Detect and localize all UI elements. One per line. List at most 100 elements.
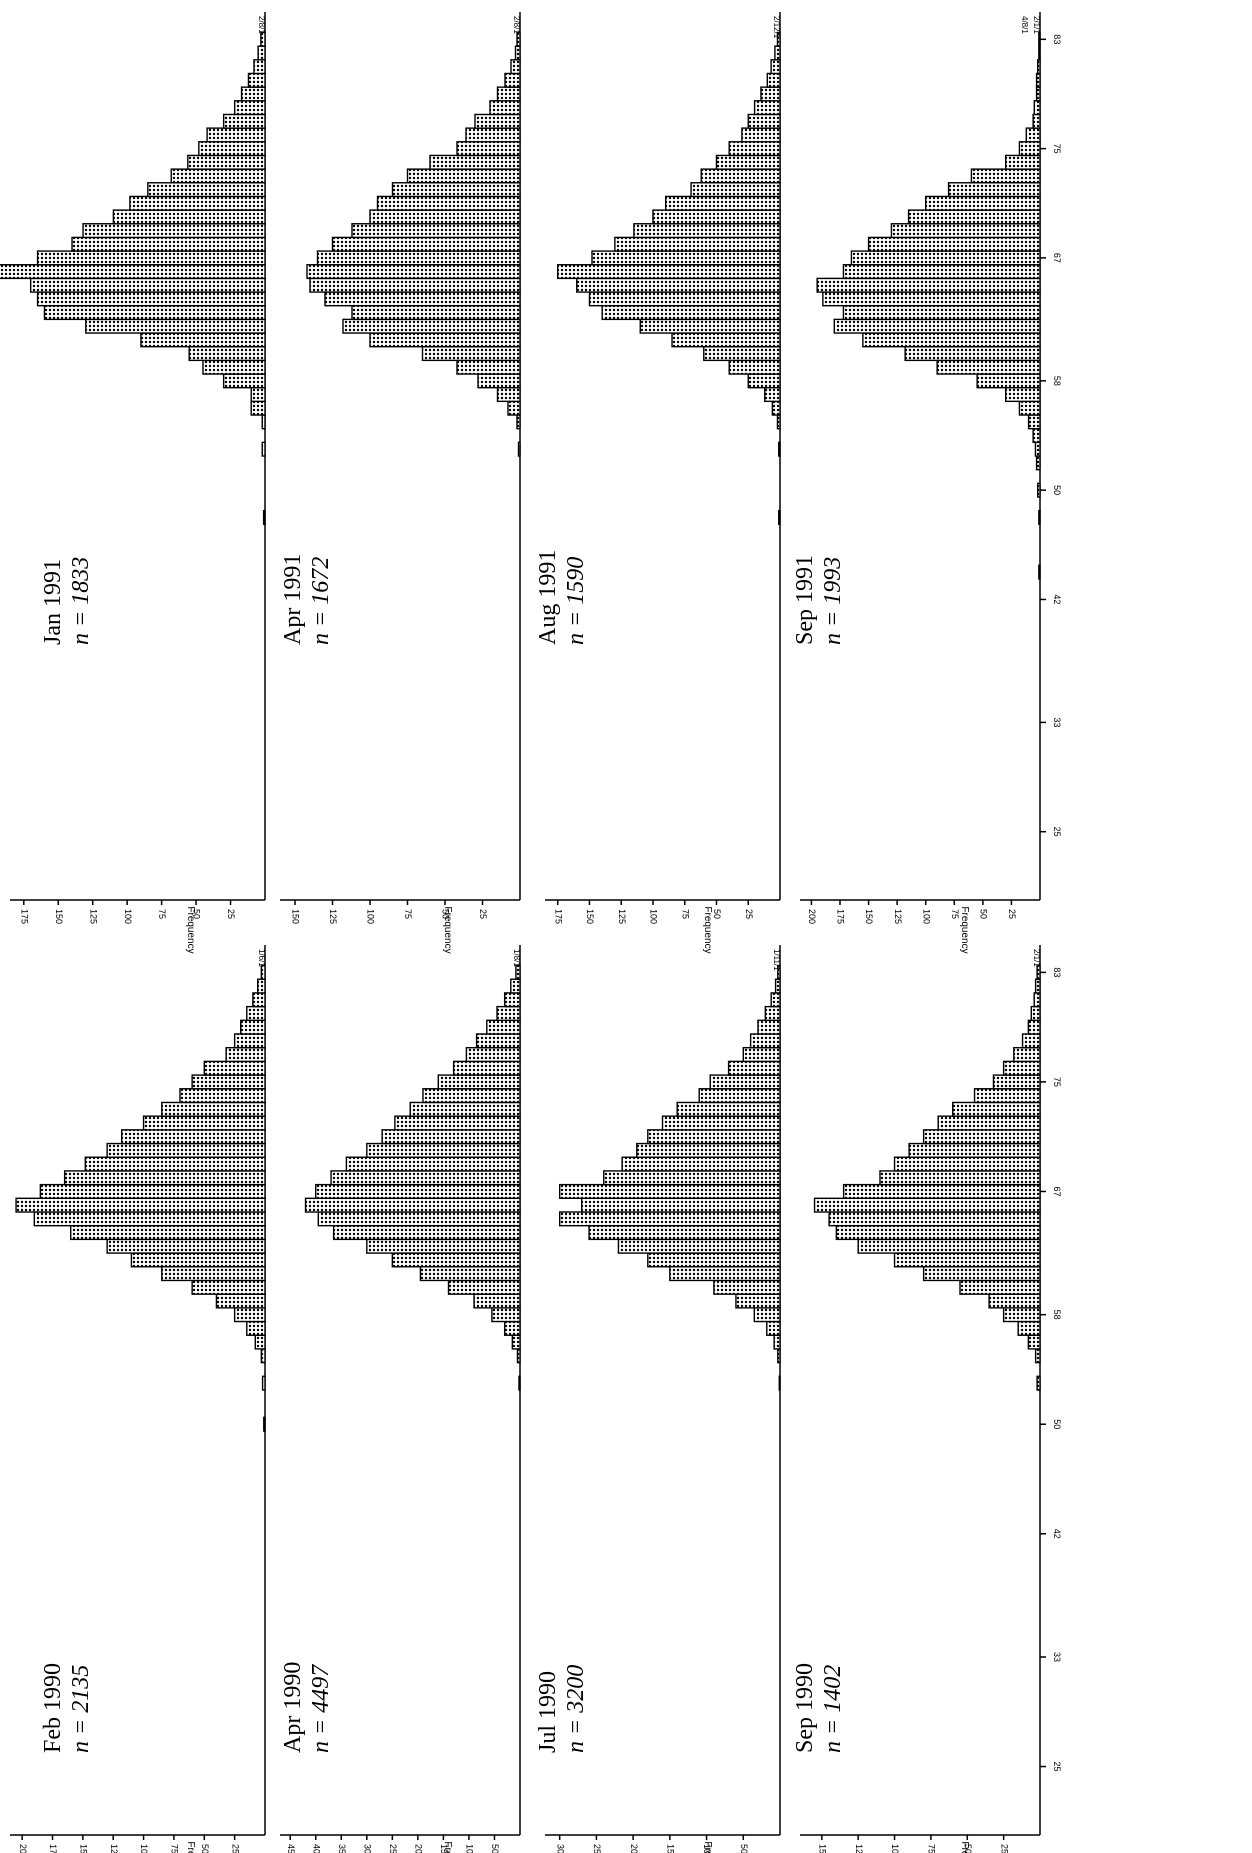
histogram-bar [504,72,521,88]
value-tick-label: 33 [1052,717,1062,727]
histogram-bar [309,277,521,293]
histogram-bar [558,1211,781,1227]
frequency-tick-label: 50 [200,1844,210,1853]
outlier-label: 2/8/1 [257,16,266,34]
histogram-bar [29,277,266,293]
histogram-bar [421,346,521,362]
histogram-bar [1027,1019,1041,1035]
frequency-tick-label: 125 [854,1844,864,1853]
histogram-bar [776,414,781,430]
histogram-bar [639,318,781,334]
histogram-bar [1013,1046,1041,1063]
frequency-axis-title: Frequency [959,906,970,953]
histogram-bar [198,141,266,157]
histogram-bar [129,195,266,211]
histogram-bar [316,250,521,266]
histogram-bar [713,1279,781,1295]
histogram-bar [332,1224,521,1241]
histogram-bar [369,332,521,348]
histogram-bar [959,1279,1041,1295]
value-tick-label: 42 [1052,1529,1062,1539]
histogram-bar [890,223,1041,239]
histogram-bar [813,1197,1041,1213]
histogram-bar [1002,1307,1041,1323]
histogram-bar [260,31,266,47]
histogram-bar [652,209,781,225]
panel-caption-date: Jul 1990 [535,1671,561,1753]
histogram-bar [71,236,266,252]
frequency-tick-label: 100 [921,909,931,924]
histogram-bar [261,414,266,430]
histogram-bar [1038,564,1041,580]
histogram-bar [822,291,1041,307]
histogram-bar [1038,45,1041,61]
histogram-bar [757,1019,781,1035]
histogram-bar [106,1142,266,1158]
histogram-bar [233,100,266,116]
histogram-bar [778,441,781,457]
frequency-tick-label: 75 [680,909,690,919]
histogram-bar [907,209,1041,225]
histogram-bar [777,1348,781,1364]
frequency-axis-title: Frequency [959,1841,970,1853]
histogram-bar [475,1033,521,1049]
histogram-bar [503,992,521,1008]
histogram-bar [647,1129,781,1145]
histogram-bar [816,277,1041,293]
value-tick-label: 42 [1052,594,1062,604]
histogram-bar [709,1074,781,1090]
frequency-tick-label: 25 [230,1844,240,1853]
histogram-bar [240,86,266,102]
histogram-bar [465,127,521,143]
panel-caption-n: n = 3200 [563,1665,589,1753]
histogram-bar [778,509,781,526]
histogram-bar [511,1334,521,1350]
frequency-axis-title: Frequency [702,906,713,953]
histogram-bar [614,236,781,252]
panel-caption-date: Aug 1991 [535,550,561,645]
value-tick-label: 83 [1052,34,1062,44]
value-tick-label: 67 [1052,1186,1062,1196]
histogram-bar [1034,1348,1041,1364]
frequency-axis-title: Frequency [185,906,196,953]
histogram-bar [381,1129,521,1145]
histogram-bar [514,45,521,61]
histogram-bar [728,141,781,157]
histogram-bar [422,1088,521,1104]
frequency-tick-label: 200 [629,1844,639,1853]
histogram-bar [669,1266,781,1282]
histogram-bar [879,1170,1041,1186]
histogram-bar [557,264,781,280]
frequency-tick-label: 350 [337,1844,347,1853]
histogram-bar [515,964,521,980]
frequency-tick-label: 300 [362,1844,372,1853]
histogram-bar [324,291,521,307]
histogram-bar [661,1115,781,1131]
histogram-bar [937,1115,1041,1131]
histogram-bar [330,1170,521,1186]
histogram-bar [603,1170,781,1186]
frequency-tick-label: 75 [950,909,960,919]
histogram-bar [771,400,781,416]
histogram-bar [1005,154,1041,170]
histogram-bar [437,1074,521,1090]
histogram-bar [222,113,266,129]
frequency-tick-label: 100 [366,909,376,924]
frequency-tick-label: 175 [19,909,29,924]
histogram-bar [908,1142,1041,1158]
frequency-tick-label: 50 [712,909,722,919]
histogram-bar [698,1088,781,1104]
histogram-bar [1036,1375,1041,1391]
histogram-bar [760,86,781,102]
histogram-bar [366,1238,521,1254]
histogram-bar [465,1046,521,1063]
panel-caption-n: n = 1672 [308,557,334,645]
histogram-bar [1021,1033,1041,1049]
outlier-label: 2/12/1 [772,16,781,39]
histogram-bar [486,1019,521,1035]
histogram-bar [1017,1320,1041,1336]
histogram-bar [742,1046,781,1063]
histogram-bar [33,1211,266,1227]
outlier-label: 2/1/1 [1032,16,1041,34]
histogram-bar [331,236,521,252]
